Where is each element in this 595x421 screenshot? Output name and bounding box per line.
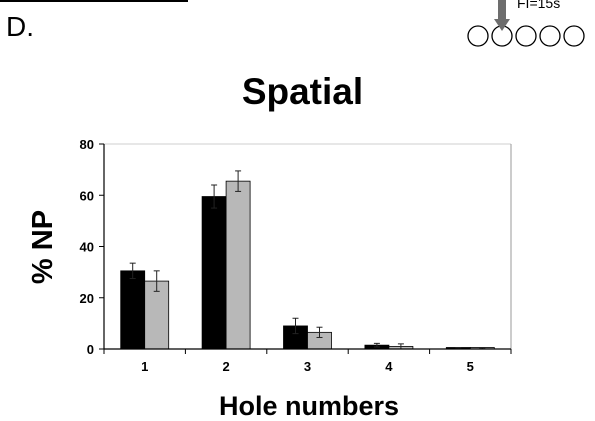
error-bar xyxy=(316,326,323,338)
chart-title: Spatial xyxy=(241,71,364,112)
hole-circle xyxy=(539,25,561,47)
x-tick-label: 1 xyxy=(141,359,148,374)
hole-circle xyxy=(563,25,585,47)
y-tick-label: 40 xyxy=(80,240,94,255)
error-bar xyxy=(153,270,160,292)
panel-letter: D. xyxy=(6,11,34,42)
error-bar xyxy=(373,342,380,348)
hole-circle xyxy=(515,25,537,47)
bar xyxy=(201,196,227,350)
x-tick-label: 4 xyxy=(385,359,393,374)
x-axis-label: Hole numbers xyxy=(218,391,400,421)
error-bar xyxy=(292,317,299,335)
x-tick-label: 2 xyxy=(222,359,229,374)
y-tick-label: 80 xyxy=(80,137,94,152)
top-rule xyxy=(0,0,188,2)
hole-circle xyxy=(467,25,489,47)
y-tick-label: 0 xyxy=(87,342,94,357)
x-tick-label: 5 xyxy=(467,359,474,374)
x-tick-label: 3 xyxy=(304,359,311,374)
bar xyxy=(225,180,251,350)
hole-schematic xyxy=(467,0,585,47)
y-tick-label: 20 xyxy=(80,291,94,306)
bar xyxy=(120,270,146,350)
arrow-icon xyxy=(494,0,510,31)
error-bar xyxy=(235,170,242,192)
error-bar xyxy=(211,184,218,209)
y-tick-label: 60 xyxy=(80,188,94,203)
fi-label: FI=15s xyxy=(517,0,561,11)
error-bar xyxy=(129,262,136,280)
